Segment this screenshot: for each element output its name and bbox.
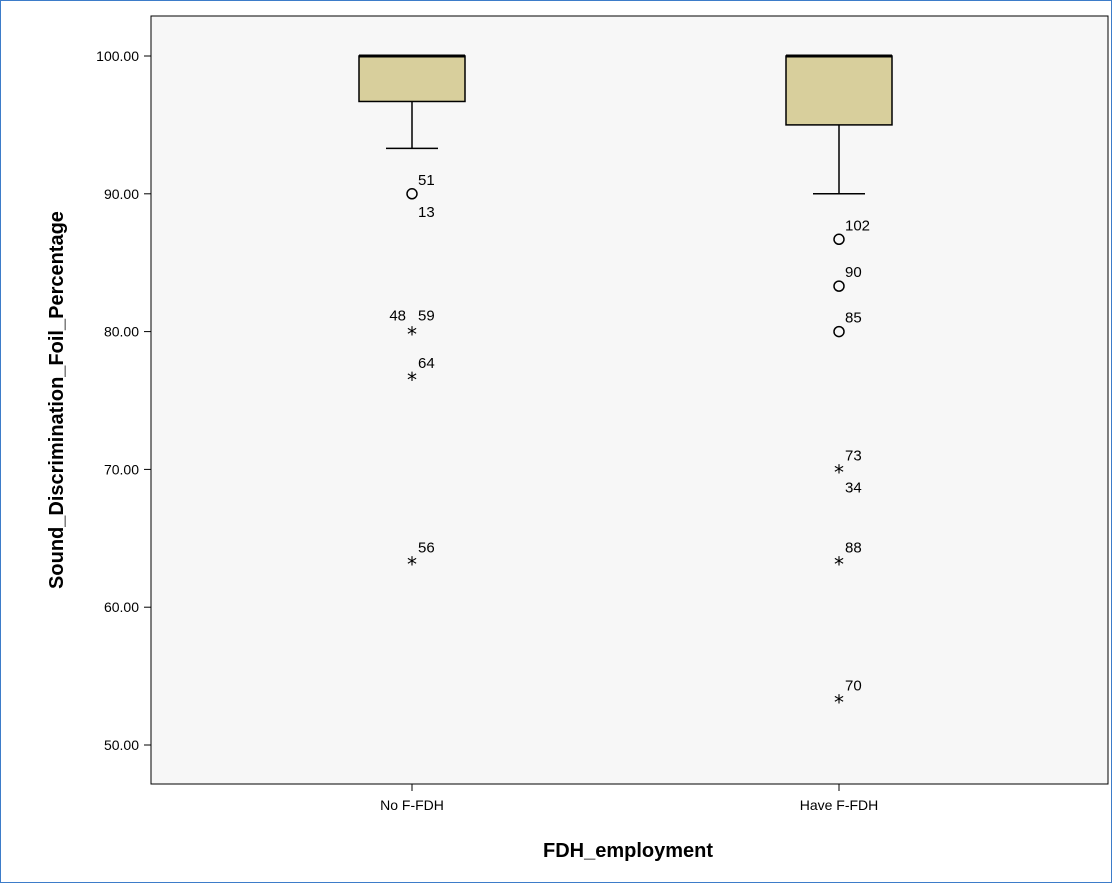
outlier-circle [833, 233, 845, 246]
x-tick-label: Have F-FDH [800, 797, 879, 813]
y-tick-label: 80.00 [104, 324, 139, 340]
y-tick-label: 100.00 [96, 48, 139, 64]
x-axis-title: FDH_employment [543, 840, 713, 862]
outlier-star: * [834, 691, 844, 715]
y-tick-label: 60.00 [104, 599, 139, 615]
outlier-label: 70 [845, 678, 862, 695]
outlier-label: 51 [418, 172, 435, 189]
y-tick-label: 90.00 [104, 186, 139, 202]
outlier-label: 73 [845, 447, 862, 464]
outlier-circle [833, 325, 845, 338]
outlier-label: 64 [418, 355, 435, 372]
outlier-star: * [407, 323, 417, 347]
outlier-label: 90 [845, 264, 862, 281]
outlier-label: 102 [845, 217, 870, 234]
x-axis: No F-FDH Have F-FDH [380, 784, 878, 813]
plot-area [150, 15, 1109, 785]
y-tick-label: 50.00 [104, 737, 139, 753]
y-tick-label: 70.00 [104, 461, 139, 477]
y-axis-title: Sound_Discrimination_Foil_Percentage [46, 211, 68, 589]
outlier-star: * [407, 368, 417, 392]
outlier-star: * [834, 553, 844, 577]
outlier-circle [833, 280, 845, 292]
outlier-star: * [407, 553, 417, 577]
iqr-box [785, 55, 893, 126]
outlier-label: 59 [418, 308, 435, 325]
outlier-label: 85 [845, 310, 862, 327]
outlier-label: 48 [389, 308, 406, 325]
iqr-box [358, 55, 466, 103]
y-axis: 50.00 60.00 70.00 80.00 90.00 100.00 [96, 48, 151, 753]
outlier-label: 34 [845, 479, 862, 496]
outlier-label: 56 [418, 540, 435, 557]
outlier-label: 88 [845, 540, 862, 557]
x-tick-label: No F-FDH [380, 797, 444, 813]
outlier-star: * [834, 460, 844, 484]
outlier-label: 13 [418, 204, 435, 221]
outlier-circle [406, 188, 418, 200]
